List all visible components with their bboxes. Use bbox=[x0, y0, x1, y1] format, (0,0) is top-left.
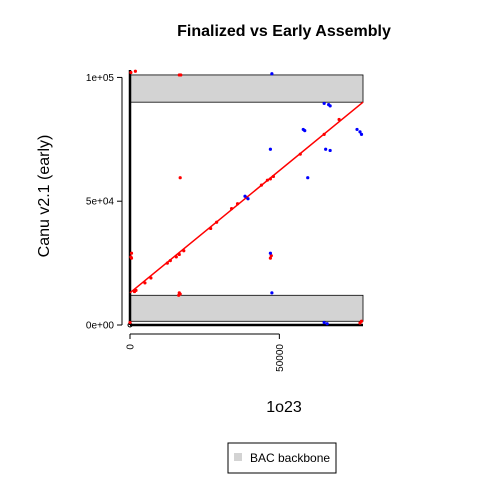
data-point-s0-1 bbox=[134, 70, 137, 73]
data-point-s1-7 bbox=[329, 149, 332, 152]
data-point-s1-9 bbox=[306, 176, 309, 179]
data-point-s0-7 bbox=[179, 176, 182, 179]
data-point-s1-15 bbox=[326, 322, 329, 325]
y-tick-label-2: 1e+05 bbox=[86, 73, 115, 84]
x-axis-label: 1o23 bbox=[266, 399, 302, 416]
data-point-s0-28 bbox=[260, 184, 263, 187]
legend-swatch-bac-backbone bbox=[234, 453, 242, 461]
data-point-s0-29 bbox=[266, 179, 269, 182]
data-point-s1-11 bbox=[243, 195, 246, 198]
data-point-s0-22 bbox=[182, 249, 185, 252]
axis-ticks: 0e+00 5e+04 1e+05 0 50000 bbox=[86, 73, 286, 372]
data-point-s1-18 bbox=[360, 133, 363, 136]
data-point-s1-6 bbox=[324, 148, 327, 151]
data-point-s1-3 bbox=[329, 104, 332, 107]
data-point-s1-14 bbox=[323, 321, 326, 324]
data-point-s0-13 bbox=[358, 321, 361, 324]
legend: BAC backbone bbox=[228, 443, 336, 473]
data-point-s1-10 bbox=[246, 197, 249, 200]
data-point-s0-26 bbox=[236, 202, 239, 205]
data-point-s0-18 bbox=[166, 262, 169, 265]
data-point-s1-1 bbox=[323, 102, 326, 105]
y-axis-label: Canu v2.1 (early) bbox=[36, 135, 53, 258]
backbone-region-1 bbox=[130, 75, 363, 102]
data-point-s0-20 bbox=[175, 255, 178, 258]
data-point-s0-6 bbox=[130, 257, 133, 260]
data-point-s1-16 bbox=[355, 128, 358, 131]
data-point-s0-35 bbox=[323, 133, 326, 136]
data-point-s0-19 bbox=[169, 259, 172, 262]
data-point-s1-5 bbox=[303, 129, 306, 132]
data-point-s0-10 bbox=[177, 294, 180, 297]
data-point-s0-15 bbox=[134, 289, 137, 292]
y-tick-label-0: 0e+00 bbox=[86, 321, 115, 332]
x-tick-label-0: 0 bbox=[126, 344, 137, 350]
data-points bbox=[128, 70, 363, 326]
x-tick-label-1: 50000 bbox=[275, 344, 286, 372]
y-tick-label-1: 5e+04 bbox=[86, 197, 115, 208]
backbone-region-0 bbox=[130, 295, 363, 321]
data-point-s1-12 bbox=[269, 252, 272, 255]
data-point-s0-21 bbox=[178, 253, 181, 256]
data-point-s0-16 bbox=[143, 281, 146, 284]
chart-title: Finalized vs Early Assembly bbox=[177, 23, 391, 40]
legend-label-bac-backbone: BAC backbone bbox=[250, 451, 330, 465]
data-point-s0-3 bbox=[179, 73, 182, 76]
data-point-s0-31 bbox=[272, 175, 275, 178]
data-point-s1-0 bbox=[270, 72, 273, 75]
data-point-s0-30 bbox=[269, 177, 272, 180]
data-point-s0-24 bbox=[215, 221, 218, 224]
data-point-s1-8 bbox=[269, 148, 272, 151]
data-point-s0-4 bbox=[130, 252, 133, 255]
data-point-s1-13 bbox=[270, 291, 273, 294]
data-point-s0-25 bbox=[230, 207, 233, 210]
data-point-s0-36 bbox=[338, 118, 341, 121]
data-point-s0-11 bbox=[128, 321, 131, 324]
data-point-s0-0 bbox=[129, 71, 132, 74]
data-point-s0-23 bbox=[209, 227, 212, 230]
data-point-s0-17 bbox=[149, 276, 152, 279]
data-point-s0-34 bbox=[299, 153, 302, 156]
